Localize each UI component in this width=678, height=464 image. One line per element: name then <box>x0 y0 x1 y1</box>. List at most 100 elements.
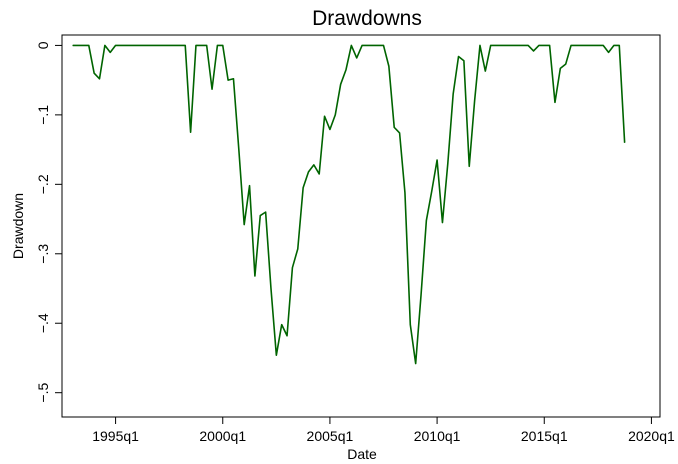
data-point <box>559 67 561 69</box>
data-point <box>254 275 256 277</box>
data-point <box>592 45 593 46</box>
data-point <box>211 88 213 90</box>
data-point <box>565 63 567 65</box>
data-point <box>367 45 368 46</box>
data-point <box>543 45 545 46</box>
data-point <box>281 324 283 326</box>
data-point <box>533 50 534 52</box>
data-point <box>490 45 492 46</box>
data-point <box>436 159 438 161</box>
data-point <box>479 45 481 46</box>
data-point <box>393 126 395 128</box>
data-point <box>270 288 272 289</box>
data-point <box>570 45 572 46</box>
data-point <box>511 45 513 46</box>
data-point <box>216 45 218 46</box>
data-point <box>313 164 315 166</box>
data-point <box>233 78 234 80</box>
data-point <box>318 173 320 175</box>
data-point <box>334 114 336 116</box>
chart-title: Drawdowns <box>312 7 422 30</box>
data-point <box>83 45 84 46</box>
data-point <box>206 45 208 46</box>
data-point <box>324 115 325 117</box>
data-point <box>425 220 427 221</box>
data-point <box>538 45 540 46</box>
data-point <box>452 93 454 95</box>
data-point <box>115 45 116 46</box>
data-point <box>179 45 181 46</box>
y-tick-label: −.3 <box>35 244 51 264</box>
data-point <box>442 222 443 223</box>
y-axis-ticks: 0 −.1 −.2 −.3 −.4 −.5 <box>35 41 62 403</box>
data-point <box>586 45 588 46</box>
drawdown-series-line <box>72 44 626 365</box>
data-point <box>404 192 406 194</box>
data-point <box>340 83 342 85</box>
data-point <box>158 45 159 46</box>
x-axis-ticks: 1995q1 2000q1 2005q1 2010q1 2015q1 2020q1 <box>92 417 675 444</box>
data-point <box>125 45 127 46</box>
plot-area <box>61 34 661 418</box>
data-point <box>120 45 122 46</box>
data-point <box>99 78 100 80</box>
data-point <box>243 224 245 226</box>
x-tick-label: 2010q1 <box>414 428 461 444</box>
data-point <box>77 45 79 46</box>
y-tick-label: −.5 <box>35 383 51 403</box>
data-point <box>415 363 417 364</box>
data-point <box>190 131 192 133</box>
data-point <box>184 45 186 46</box>
data-point <box>168 45 170 46</box>
data-point <box>549 45 551 46</box>
x-tick-label: 2000q1 <box>199 428 246 444</box>
x-axis-label: Date <box>347 446 377 462</box>
data-point <box>420 295 422 296</box>
data-point <box>222 45 224 46</box>
data-point <box>458 56 459 57</box>
data-point <box>136 45 138 46</box>
data-point <box>447 163 449 164</box>
data-point <box>227 79 229 81</box>
y-tick-label: 0 <box>35 41 51 49</box>
data-point <box>249 185 250 187</box>
x-tick-label: 2020q1 <box>628 428 675 444</box>
data-point <box>624 142 626 144</box>
data-point <box>618 45 620 46</box>
data-point <box>174 45 175 46</box>
data-point <box>554 101 556 103</box>
data-point <box>517 45 518 46</box>
data-point <box>500 45 502 46</box>
data-point <box>329 129 331 130</box>
y-tick-label: −.4 <box>35 313 51 333</box>
data-point <box>463 60 465 62</box>
data-point <box>431 190 433 192</box>
data-point <box>602 45 604 46</box>
data-point <box>200 45 202 46</box>
data-point <box>93 72 95 74</box>
data-point <box>474 100 475 102</box>
data-point <box>141 45 143 46</box>
data-point <box>292 267 293 269</box>
y-axis-label: Drawdown <box>10 193 26 259</box>
data-point <box>506 45 508 46</box>
data-point <box>527 45 529 46</box>
data-point <box>302 187 304 189</box>
data-point <box>356 57 358 59</box>
data-point <box>597 45 599 46</box>
x-tick-label: 2015q1 <box>521 428 568 444</box>
data-point <box>399 132 400 134</box>
data-point <box>308 171 309 173</box>
data-point <box>104 45 106 46</box>
data-point <box>484 70 486 72</box>
data-point <box>88 45 90 46</box>
y-tick-label: −.2 <box>35 174 51 194</box>
y-tick-label: −.1 <box>35 105 51 125</box>
data-point <box>383 45 384 46</box>
series-layer <box>72 44 626 365</box>
data-point <box>372 45 374 46</box>
data-point <box>409 324 411 326</box>
data-point <box>147 45 149 46</box>
data-point <box>345 69 347 71</box>
